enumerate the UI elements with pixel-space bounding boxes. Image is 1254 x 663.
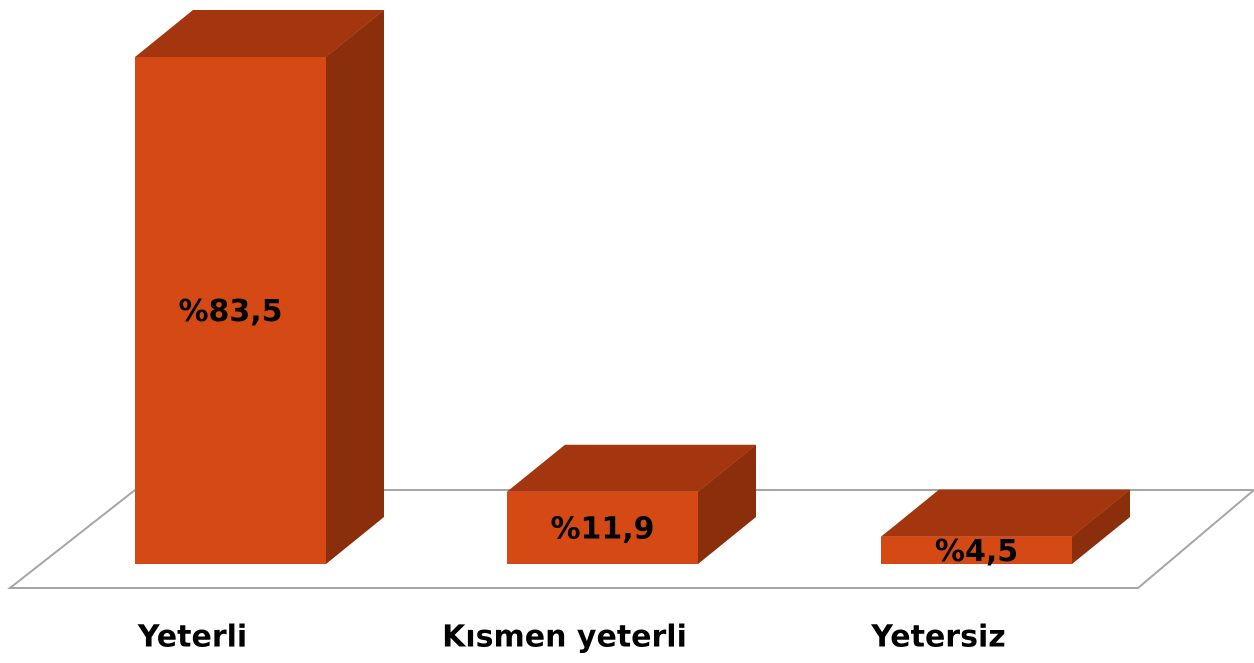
bar-side xyxy=(326,10,384,564)
x-tick-label: Kısmen yeterli xyxy=(442,620,687,655)
bar-side xyxy=(698,444,756,564)
value-label: %4,5 xyxy=(935,534,1018,569)
bar-top xyxy=(881,489,1130,537)
bar-top xyxy=(507,444,756,492)
value-label: %11,9 xyxy=(550,511,654,546)
bar-top xyxy=(135,10,384,57)
bar xyxy=(507,491,698,564)
value-label: %83,5 xyxy=(178,294,282,329)
x-tick-label: Yeterli xyxy=(137,620,247,655)
bar xyxy=(135,57,326,564)
bar-side xyxy=(1072,489,1130,564)
x-tick-label: Yetersiz xyxy=(870,620,1005,655)
bar xyxy=(881,536,1072,564)
